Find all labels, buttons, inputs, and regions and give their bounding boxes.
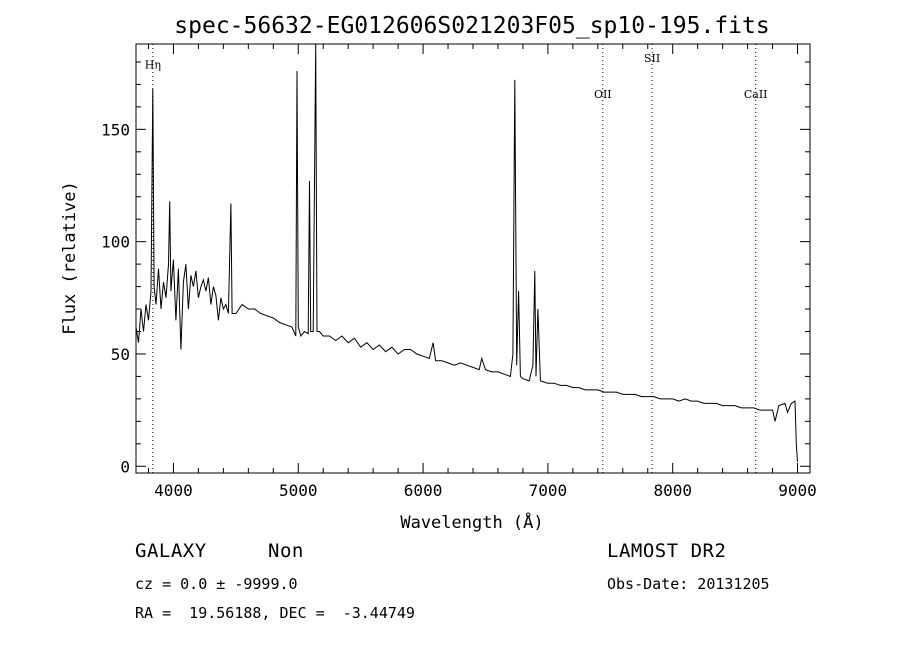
y-tick-label: 50	[111, 345, 130, 364]
object-class: GALAXY	[135, 540, 207, 562]
x-tick-label: 6000	[404, 481, 443, 500]
x-tick-label: 5000	[279, 481, 318, 500]
y-tick-label: 100	[101, 233, 130, 252]
reference-line-label: Hη	[145, 59, 161, 72]
y-tick-label: 0	[120, 457, 130, 476]
reference-line-label: OII	[594, 88, 612, 101]
coordinates: RA = 19.56188, DEC = -3.44749	[135, 604, 415, 622]
spectrum-line	[135, 43, 798, 462]
observation-date: Obs-Date: 20131205	[607, 575, 770, 593]
object-subclass: Non	[268, 540, 304, 562]
reference-line-label: SII	[644, 52, 660, 65]
chart-title: spec-56632-EG012606S021203F05_sp10-195.f…	[174, 13, 769, 39]
x-tick-label: 9000	[778, 481, 817, 500]
reference-lines: Hη OII SII CaII	[145, 44, 768, 473]
y-tick-label: 150	[101, 120, 130, 139]
x-axis-label: Wavelength (Å)	[400, 511, 543, 533]
x-tick-label: 4000	[154, 481, 193, 500]
reference-line-label: CaII	[744, 88, 768, 101]
y-axis-label: Flux (relative)	[60, 181, 80, 335]
plot-frame	[135, 43, 811, 474]
redshift-cz: cz = 0.0 ± -9999.0	[135, 575, 298, 593]
x-tick-label: 8000	[653, 481, 692, 500]
axis-ticks: 4000 5000 6000 7000 8000 9000 0 50 100 150	[101, 44, 817, 500]
x-tick-label: 7000	[529, 481, 568, 500]
survey-name: LAMOST DR2	[607, 540, 727, 562]
